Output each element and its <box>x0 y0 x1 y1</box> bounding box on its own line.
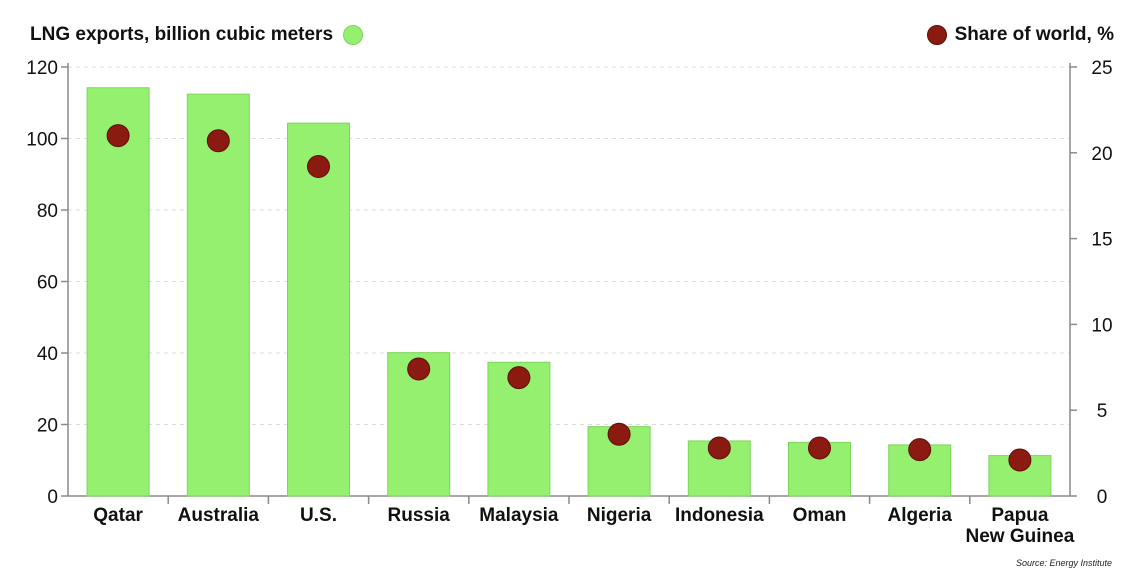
bar <box>86 87 150 497</box>
bar <box>186 93 250 497</box>
legend-bar-swatch <box>343 25 364 45</box>
category-label: U.S. <box>300 505 337 526</box>
category-label: Malaysia <box>479 505 559 526</box>
bar <box>287 122 350 497</box>
share-dot <box>808 436 831 460</box>
category-label: Qatar <box>93 505 143 526</box>
y-right-tick-label: 10 <box>1091 315 1112 336</box>
legend-bars: LNG exports, billion cubic meters <box>30 24 364 46</box>
y-left-tick-label: 40 <box>37 344 58 365</box>
category-label: Algeria <box>887 505 952 526</box>
y-left-tick-label: 60 <box>37 273 58 294</box>
share-dot <box>507 366 531 390</box>
y-left-tick-label: 100 <box>26 130 58 151</box>
legend-dot-swatch <box>926 25 947 45</box>
y-right-tick-label: 20 <box>1091 144 1112 165</box>
y-right-tick-label: 15 <box>1091 230 1112 251</box>
legend-dots-label: Share of world, % <box>954 24 1114 45</box>
y-right-tick-label: 25 <box>1091 58 1112 79</box>
y-left-tick-label: 80 <box>37 201 58 222</box>
category-label: Australia <box>178 505 260 526</box>
share-dot <box>1008 448 1032 472</box>
share-dot <box>307 155 330 179</box>
category-label: Oman <box>793 505 847 526</box>
category-label: Indonesia <box>675 505 764 526</box>
share-dot <box>908 438 932 462</box>
share-dot <box>707 436 731 460</box>
category-label: Nigeria <box>587 505 652 526</box>
category-label: Papua New Guinea <box>966 505 1075 547</box>
y-right-tick-label: 0 <box>1097 487 1108 508</box>
y-left-tick-label: 20 <box>37 416 58 437</box>
category-label: Russia <box>388 505 451 526</box>
share-dot <box>106 124 130 148</box>
legend-bars-label: LNG exports, billion cubic meters <box>30 24 334 45</box>
y-left-tick-label: 120 <box>26 58 58 79</box>
share-dot <box>607 422 631 446</box>
share-dot <box>206 129 230 153</box>
y-right-tick-label: 5 <box>1097 401 1108 422</box>
y-left-tick-label: 0 <box>47 487 58 508</box>
share-dot <box>407 357 431 381</box>
legend-dots: Share of world, % <box>926 24 1114 46</box>
source-note: Source: Energy Institute <box>1015 558 1112 568</box>
